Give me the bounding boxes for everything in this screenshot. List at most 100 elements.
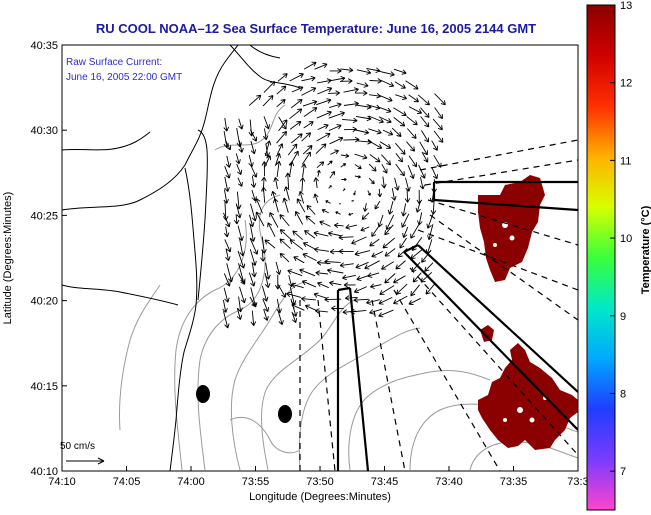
- coast-line: [62, 131, 151, 151]
- current-vector: [433, 154, 442, 168]
- station-marker: [196, 385, 210, 403]
- current-vector: [237, 296, 243, 313]
- current-vector: [237, 250, 246, 269]
- sst-patches: [478, 175, 578, 450]
- current-vector: [285, 172, 291, 189]
- current-vector: [289, 73, 304, 82]
- current-vector: [355, 261, 369, 269]
- contour-line: [348, 369, 491, 471]
- current-vector: [301, 296, 316, 302]
- current-vector: [420, 116, 430, 128]
- current-vector: [353, 129, 370, 135]
- x-tick-label: 73:3: [567, 476, 588, 488]
- current-vectors: [222, 61, 446, 329]
- current-vector: [260, 249, 266, 262]
- contour-line: [229, 417, 301, 454]
- station-marker: [278, 405, 292, 423]
- colorbar-tick-label: 10: [620, 233, 632, 245]
- current-vector: [224, 239, 232, 253]
- current-vector: [262, 95, 274, 107]
- current-vector: [360, 226, 370, 232]
- current-vector: [330, 149, 339, 155]
- current-vector: [317, 281, 329, 289]
- current-vector: [223, 212, 231, 228]
- current-vector: [303, 121, 314, 129]
- current-vector: [328, 124, 342, 132]
- y-tick-label: 40:15: [30, 381, 58, 393]
- current-vector: [393, 275, 406, 284]
- contour-line: [230, 281, 306, 471]
- coast-line: [169, 167, 198, 471]
- current-vector: [387, 200, 394, 215]
- current-vector: [410, 224, 420, 239]
- transect-dashed: [409, 267, 578, 456]
- current-vector: [341, 177, 347, 182]
- current-vector: [269, 212, 279, 228]
- current-vector: [394, 81, 406, 89]
- colorbar: 7 8 9 10 11 12 13 Temperature (°C): [586, 0, 651, 511]
- current-vector: [354, 153, 368, 160]
- contour-line: [469, 441, 578, 471]
- transect-solid: [417, 244, 578, 393]
- current-vector: [248, 272, 256, 287]
- current-vector: [381, 261, 395, 270]
- current-vector: [367, 190, 371, 196]
- current-vector: [351, 200, 355, 202]
- current-vector: [313, 292, 328, 299]
- current-vector: [302, 99, 318, 107]
- coastline: [62, 45, 301, 471]
- current-vector: [363, 203, 368, 212]
- current-vector: [317, 123, 329, 131]
- current-vector: [426, 213, 434, 229]
- current-vector: [356, 69, 372, 75]
- current-vector: [315, 143, 327, 154]
- current-vector: [385, 214, 395, 230]
- current-vector: [408, 106, 423, 114]
- current-vector: [378, 116, 392, 124]
- current-vector: [327, 268, 344, 274]
- current-vector: [249, 296, 257, 308]
- current-vector: [429, 189, 436, 203]
- x-tick-label: 73:40: [435, 476, 463, 488]
- current-vector: [402, 226, 409, 238]
- current-vector: [289, 108, 303, 120]
- current-vector: [249, 249, 257, 266]
- current-vector: [353, 297, 369, 303]
- sst-patch: [478, 175, 545, 282]
- scale-label: 50 cm/s: [60, 441, 95, 452]
- current-vector: [369, 154, 381, 163]
- current-vector: [223, 273, 231, 287]
- current-vector: [348, 212, 354, 216]
- current-vector: [384, 224, 394, 236]
- current-vector: [434, 93, 446, 106]
- current-vector: [379, 285, 395, 295]
- current-vector: [291, 133, 303, 144]
- current-vector: [261, 161, 268, 177]
- sst-gap: [529, 417, 535, 423]
- current-vector: [366, 299, 380, 305]
- current-vector: [369, 78, 382, 84]
- current-vector: [393, 295, 408, 305]
- current-vector: [282, 197, 289, 213]
- current-vector: [396, 283, 408, 295]
- current-vector: [250, 140, 257, 155]
- current-vector: [368, 128, 382, 135]
- current-vector: [299, 268, 316, 277]
- sst-gap: [517, 407, 523, 413]
- current-vector: [236, 163, 243, 175]
- current-vector: [430, 200, 437, 215]
- current-vector: [418, 164, 426, 179]
- current-vector: [410, 249, 423, 260]
- current-vector: [412, 272, 422, 283]
- current-vector: [369, 283, 382, 289]
- current-vector: [405, 177, 411, 192]
- current-vector: [263, 308, 269, 321]
- current-vector: [225, 140, 232, 151]
- current-vector: [371, 225, 380, 237]
- current-vector: [327, 160, 333, 166]
- colorbar-label: Temperature (°C): [640, 205, 651, 294]
- current-vector: [287, 143, 298, 156]
- current-vector: [327, 90, 340, 96]
- sst-patch: [480, 325, 494, 342]
- current-vector: [313, 230, 329, 237]
